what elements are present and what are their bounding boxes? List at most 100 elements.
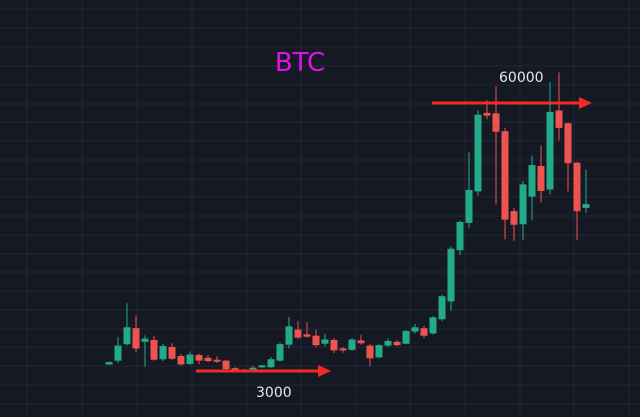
candle-body: [366, 345, 374, 359]
candle-body: [510, 211, 518, 225]
candle-down: [204, 355, 212, 363]
candle-up: [474, 110, 482, 196]
candle-body: [573, 162, 581, 212]
candle-body: [474, 114, 482, 192]
arrow-head-icon: [579, 97, 592, 109]
candle-body: [501, 131, 509, 220]
candle-body: [285, 326, 293, 345]
candle-up: [114, 337, 122, 364]
candle-body: [276, 344, 284, 361]
candle-body: [303, 334, 311, 337]
candle-body: [222, 360, 230, 370]
candle-up: [285, 316, 293, 349]
candle-down: [294, 321, 302, 340]
candle-body: [438, 296, 446, 320]
candle-up: [465, 152, 473, 229]
candle-body: [528, 165, 536, 197]
candle-body: [447, 248, 455, 302]
candle-down: [510, 207, 518, 241]
candle-up: [141, 335, 149, 367]
annotation-3000-label: 3000: [256, 385, 292, 401]
candle-up: [402, 330, 410, 345]
candle-body: [465, 189, 473, 223]
candle-body: [195, 355, 203, 361]
candle-down: [303, 322, 311, 338]
candle-down: [132, 315, 140, 353]
candle-up: [582, 169, 590, 214]
candle-body: [375, 345, 383, 358]
annotation-60000-label: 60000: [499, 70, 544, 86]
annotation-arrows: [196, 97, 592, 377]
candle-body: [231, 368, 239, 371]
candle-up: [438, 294, 446, 322]
candle-body: [105, 362, 113, 365]
candle-body: [402, 331, 410, 344]
candle-down: [357, 334, 365, 345]
candle-up: [123, 303, 131, 346]
candle-body: [429, 317, 437, 334]
candle-down: [195, 353, 203, 364]
candle-body: [177, 355, 185, 365]
candle-down: [393, 340, 401, 347]
candle-body: [456, 221, 464, 251]
candle-up: [528, 155, 536, 221]
candle-body: [330, 339, 338, 351]
candle-body: [321, 339, 329, 344]
candle-down: [312, 329, 320, 348]
candle-body: [186, 354, 194, 364]
candle-up: [105, 361, 113, 365]
candle-up: [321, 333, 329, 347]
candle-body: [267, 359, 275, 368]
candle-body: [519, 184, 527, 225]
candle-body: [483, 112, 491, 116]
candle-body: [420, 328, 428, 336]
candle-up: [258, 364, 266, 368]
candle-up: [276, 342, 284, 362]
candle-up: [348, 338, 356, 351]
candle-body: [393, 341, 401, 346]
candle-body: [150, 339, 158, 360]
candle-body: [141, 338, 149, 342]
candle-down: [420, 325, 428, 339]
candle-up: [411, 323, 419, 334]
candle-up: [375, 344, 383, 359]
candle-body: [114, 345, 122, 361]
candle-down: [213, 356, 221, 364]
candle-down: [150, 336, 158, 361]
candle-body: [204, 357, 212, 362]
candle-up: [546, 81, 554, 195]
candle-up: [519, 181, 527, 241]
candle-down: [555, 72, 563, 141]
candle-up: [249, 365, 257, 371]
arrow-60000: [432, 97, 592, 109]
chart-title: BTC: [274, 48, 326, 78]
candle-body: [159, 346, 167, 360]
candle-body: [564, 123, 572, 164]
candle-body: [123, 327, 131, 345]
candle-down: [177, 354, 185, 366]
candle-down: [366, 344, 374, 367]
candle-down: [222, 360, 230, 371]
candle-body: [537, 166, 545, 191]
candles: [105, 72, 590, 372]
candle-body: [168, 347, 176, 359]
candle-up: [267, 356, 275, 368]
candle-down: [339, 347, 347, 353]
candle-body: [384, 340, 392, 346]
candle-up: [456, 220, 464, 255]
candle-body: [492, 113, 500, 132]
arrow-head-icon: [318, 365, 331, 377]
candle-body: [357, 340, 365, 344]
candle-down: [492, 86, 500, 205]
candle-body: [258, 365, 266, 368]
candle-body: [249, 367, 257, 370]
candle-down: [501, 127, 509, 240]
candle-down: [573, 161, 581, 241]
candle-body: [555, 110, 563, 128]
candle-up: [384, 338, 392, 348]
candle-down: [330, 338, 338, 354]
candle-down: [537, 145, 545, 203]
candle-up: [429, 315, 437, 335]
candle-down: [168, 343, 176, 360]
